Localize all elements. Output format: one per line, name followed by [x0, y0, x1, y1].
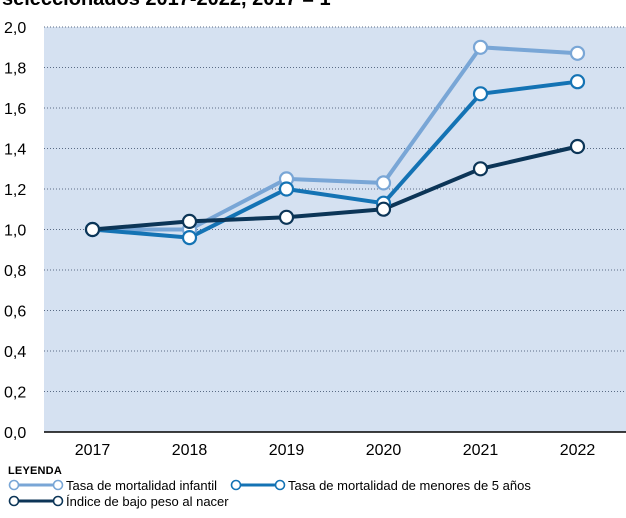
x-tick-label: 2017 — [75, 442, 111, 459]
y-tick-label: 0,6 — [4, 304, 26, 321]
data-point — [472, 161, 489, 177]
data-point — [569, 138, 586, 155]
legend-label-infant-mortality: Tasa de mortalidad infantil — [66, 477, 218, 493]
legend-line-marker-icon — [8, 495, 64, 507]
series-lines — [92, 45, 578, 240]
y-tick-label: 0,0 — [4, 425, 26, 442]
line-chart: seleccionados 2017-2022, 2017 = 1 0,0 0,2… — [2, 0, 626, 459]
y-tick-label: 1,6 — [4, 101, 26, 118]
y-tick-label: 1,8 — [4, 61, 26, 78]
data-point — [181, 230, 198, 246]
y-tick-label: 0,2 — [4, 385, 26, 402]
x-tick-label: 2020 — [366, 442, 402, 459]
data-point — [278, 209, 295, 225]
series-line — [92, 79, 578, 240]
data-point — [375, 201, 392, 217]
x-tick-label: 2018 — [172, 442, 208, 459]
series-points — [84, 39, 586, 246]
y-tick-label: 0,8 — [4, 263, 26, 280]
x-tick-label: 2021 — [463, 442, 499, 459]
data-point — [569, 74, 586, 90]
y-tick-label: 1,4 — [4, 142, 26, 159]
legend-row-1: Tasa de mortalidad infantil Tasa de mort… — [8, 477, 531, 493]
gridlines — [44, 26, 626, 433]
data-point — [569, 45, 586, 61]
legend-item-low-birth-weight: Índice de bajo peso al nacer — [8, 494, 229, 509]
legend-item-infant-mortality: Tasa de mortalidad infantil — [8, 478, 230, 493]
legend-row-2: Índice de bajo peso al nacer — [8, 493, 531, 509]
data-point — [472, 86, 489, 102]
data-point — [472, 39, 489, 55]
legend-line-marker-icon — [8, 479, 64, 491]
legend-label-under5-mortality: Tasa de mortalidad de menores de 5 años — [288, 477, 531, 493]
x-axis-tick-labels: 2017 2018 2019 2020 2021 2022 — [75, 442, 596, 459]
legend-label-low-birth-weight: Índice de bajo peso al nacer — [66, 493, 229, 509]
y-tick-label: 1,2 — [4, 182, 26, 199]
y-tick-label: 2,0 — [4, 20, 26, 37]
chart-title-fragment: seleccionados 2017-2022, 2017 = 1 — [2, 0, 331, 10]
legend: LEYENDA Tasa de mortalidad infantil Tasa… — [8, 465, 531, 509]
y-axis-tick-labels: 0,0 0,2 0,4 0,6 0,8 1,0 1,2 1,4 1,6 1,8 2,0 — [4, 20, 26, 442]
data-point — [375, 175, 392, 191]
series-line — [92, 45, 578, 232]
legend-line-marker-icon — [230, 479, 286, 491]
data-point — [84, 221, 101, 238]
x-tick-label: 2019 — [269, 442, 305, 459]
series-line — [92, 144, 578, 232]
y-tick-label: 1,0 — [4, 223, 26, 240]
x-tick-label: 2022 — [560, 442, 596, 459]
legend-item-under5-mortality: Tasa de mortalidad de menores de 5 años — [230, 478, 531, 493]
y-tick-label: 0,4 — [4, 344, 26, 361]
data-point — [181, 213, 198, 229]
legend-title: LEYENDA — [8, 465, 62, 477]
data-point — [278, 181, 295, 197]
